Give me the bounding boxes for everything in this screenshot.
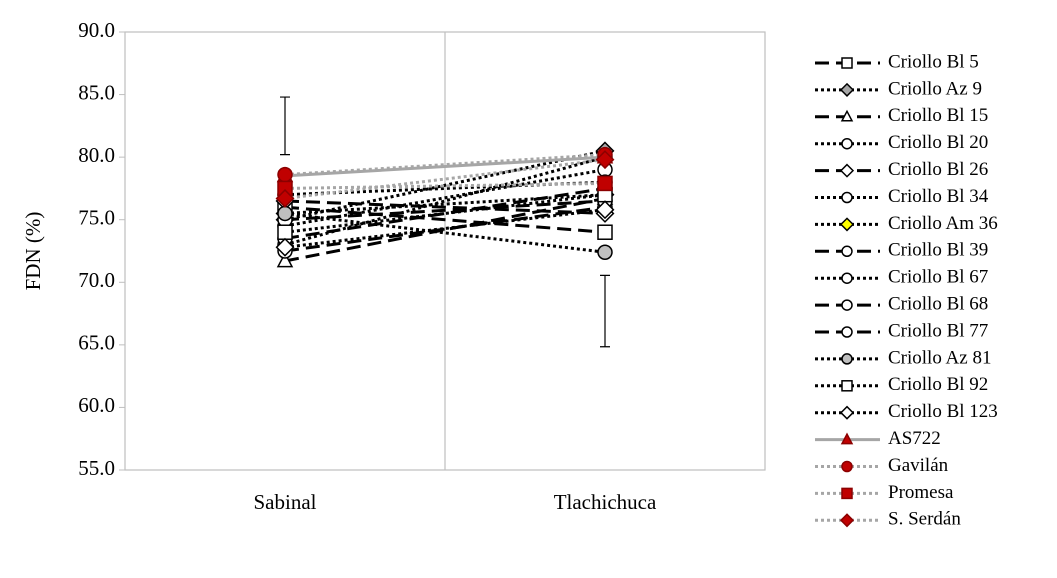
marker xyxy=(839,82,855,97)
legend-label: Criollo Bl 15 xyxy=(888,105,988,126)
marker xyxy=(276,251,294,268)
marker xyxy=(595,200,615,220)
series-line xyxy=(284,205,606,253)
y-tick-label: 55.0 xyxy=(78,456,115,480)
error-bar xyxy=(600,274,610,348)
marker xyxy=(841,272,853,284)
legend-label: Criollo Bl 20 xyxy=(888,132,988,153)
legend-label: Criollo Bl 67 xyxy=(888,267,988,288)
marker xyxy=(841,191,853,204)
marker xyxy=(841,137,853,150)
marker xyxy=(841,326,853,338)
legend-label: Criollo Az 81 xyxy=(888,347,991,368)
marker xyxy=(841,245,853,258)
y-tick-label: 70.0 xyxy=(78,268,115,292)
series-line xyxy=(284,205,606,234)
marker xyxy=(597,244,613,261)
series-line xyxy=(284,181,606,190)
marker xyxy=(841,299,853,311)
series-line xyxy=(284,186,606,240)
marker xyxy=(839,217,855,232)
marker xyxy=(597,175,613,192)
marker xyxy=(841,460,853,473)
marker xyxy=(841,57,853,69)
y-tick-label: 65.0 xyxy=(78,331,115,355)
series-line xyxy=(284,155,606,178)
y-tick-label: 80.0 xyxy=(78,143,115,167)
y-axis-label: FDN (%) xyxy=(21,212,45,291)
marker xyxy=(277,166,293,183)
marker xyxy=(841,380,853,392)
marker xyxy=(277,224,293,240)
marker xyxy=(841,353,853,365)
layer: 55.0 60.0 65.0 70.0 75.0 80.0 85.0 90.0 Sabinal T… xyxy=(78,18,998,530)
x-tick-label: Tlachichuca xyxy=(554,490,657,514)
y-tick-label: 75.0 xyxy=(78,206,115,230)
legend-label: Criollo Az 9 xyxy=(888,78,982,99)
legend-label: S. Serdán xyxy=(888,509,961,530)
marker xyxy=(840,109,854,122)
marker xyxy=(839,513,855,528)
marker xyxy=(275,237,295,257)
series-line xyxy=(284,149,606,222)
legend-label: Criollo Bl 123 xyxy=(888,401,998,422)
legend-label: Gavilán xyxy=(888,455,949,476)
marker xyxy=(839,163,855,178)
marker xyxy=(839,405,855,420)
marker xyxy=(595,150,615,170)
series-line xyxy=(284,199,606,222)
marker xyxy=(841,487,853,500)
legend-label: Criollo Bl 39 xyxy=(888,240,988,261)
marker xyxy=(840,432,854,445)
series-line xyxy=(284,199,606,215)
legend-label: Criollo Bl 77 xyxy=(888,320,988,341)
legend-label: Criollo Bl 34 xyxy=(888,186,989,207)
marker xyxy=(597,224,613,240)
y-tick-label: 85.0 xyxy=(78,80,115,104)
legend-label: Criollo Bl 68 xyxy=(888,293,988,314)
legend-label: Criollo Bl 26 xyxy=(888,159,988,180)
x-tick-label: Sabinal xyxy=(254,490,317,514)
series-line xyxy=(284,196,606,263)
marker xyxy=(275,188,295,208)
error-bar xyxy=(280,96,290,156)
legend-label: Criollo Bl 92 xyxy=(888,374,988,395)
legend-label: Promesa xyxy=(888,482,954,503)
legend-label: Criollo Bl 5 xyxy=(888,51,979,72)
y-tick-label: 90.0 xyxy=(78,18,115,42)
legend-label: AS722 xyxy=(888,428,941,449)
marker xyxy=(277,205,293,222)
y-tick-label: 60.0 xyxy=(78,393,115,417)
legend-label: Criollo Am 36 xyxy=(888,213,998,234)
